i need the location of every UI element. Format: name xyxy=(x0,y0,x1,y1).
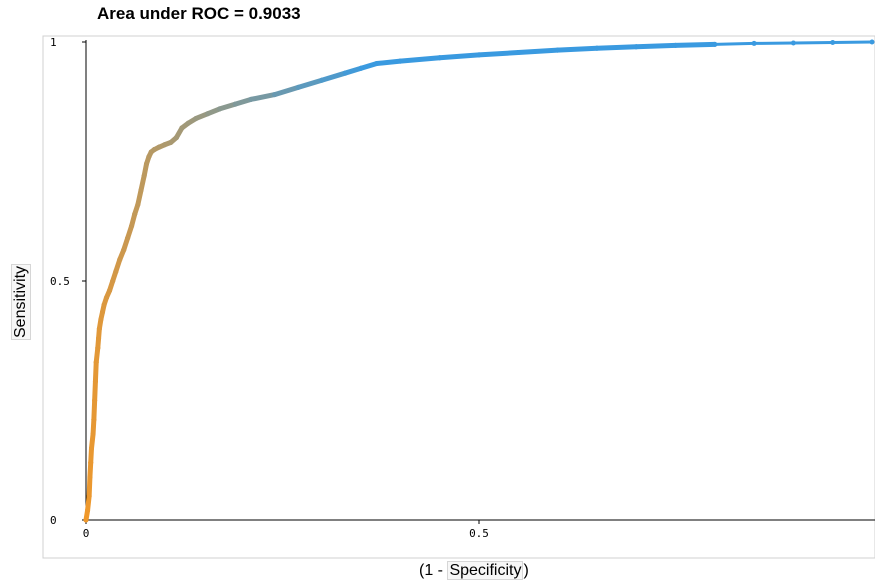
roc-point xyxy=(96,326,102,332)
roc-point xyxy=(129,223,135,229)
roc-point xyxy=(185,120,191,126)
roc-point xyxy=(193,115,199,121)
x-axis-label-prefix: (1 - xyxy=(419,562,448,579)
roc-curve-segment xyxy=(92,359,99,384)
roc-point xyxy=(91,417,97,423)
roc-curve-segment xyxy=(232,96,254,107)
x-tick-label: 0 xyxy=(83,527,90,540)
roc-point xyxy=(673,42,678,48)
roc-point xyxy=(397,58,403,64)
roc-point xyxy=(146,154,152,160)
roc-curve-segment xyxy=(633,42,678,50)
roc-curve-segment xyxy=(673,41,718,48)
roc-point xyxy=(151,147,157,153)
roc-point xyxy=(712,41,718,47)
roc-point xyxy=(86,493,92,499)
roc-curve-segment xyxy=(248,92,278,102)
roc-point xyxy=(232,101,238,107)
roc-point xyxy=(132,211,138,217)
x-axis-label: (1 - Specificity) xyxy=(419,561,529,580)
x-ticks: 0 0.5 xyxy=(83,520,489,540)
roc-point xyxy=(95,345,101,351)
roc-point xyxy=(295,84,301,90)
roc-curve-segment xyxy=(476,50,521,58)
roc-point xyxy=(144,161,150,167)
roc-curve-segment xyxy=(358,61,380,71)
roc-point xyxy=(248,96,254,102)
roc-point xyxy=(121,247,127,253)
roc-curve-segment xyxy=(342,65,364,76)
roc-curve-segment xyxy=(295,77,325,90)
roc-curve-segment xyxy=(713,41,756,46)
roc-point xyxy=(89,445,94,451)
roc-point xyxy=(135,202,141,208)
roc-point xyxy=(173,135,179,141)
roc-point xyxy=(555,47,561,53)
chart-title: Area under ROC = 0.9033 xyxy=(97,4,301,23)
x-axis-label-suffix: ) xyxy=(523,562,529,579)
roc-point xyxy=(87,474,93,480)
roc-point xyxy=(92,398,98,403)
roc-point xyxy=(179,125,185,131)
roc-point xyxy=(830,39,836,45)
roc-curve-segment xyxy=(397,55,443,64)
roc-curve-segment xyxy=(555,45,600,53)
roc-point xyxy=(205,111,211,117)
roc-curve-segment xyxy=(515,47,561,56)
roc-point xyxy=(272,92,278,98)
roc-curve-segment xyxy=(319,70,348,83)
roc-curve-segment xyxy=(374,58,403,67)
roc-curve xyxy=(83,39,875,523)
roc-point xyxy=(103,295,109,301)
roc-point xyxy=(85,507,91,513)
roc-curve-segment xyxy=(92,378,98,403)
roc-point xyxy=(515,50,521,56)
roc-point xyxy=(437,55,443,61)
roc-point xyxy=(162,142,168,148)
roc-point xyxy=(96,335,102,341)
roc-point xyxy=(751,40,757,46)
roc-point xyxy=(476,52,482,58)
roc-curve-segment xyxy=(594,44,639,51)
roc-point xyxy=(156,144,162,150)
y-tick-label: 0.5 xyxy=(50,275,70,288)
roc-point xyxy=(869,39,875,45)
roc-point xyxy=(138,187,144,193)
roc-point xyxy=(101,302,107,308)
roc-point xyxy=(141,173,147,179)
plot-frame xyxy=(42,35,875,559)
x-axis-label-word: Specificity xyxy=(447,561,524,580)
roc-point xyxy=(117,256,123,262)
roc-curve-segment xyxy=(217,101,238,112)
roc-point xyxy=(107,288,113,294)
x-tick-label: 0.5 xyxy=(469,527,489,540)
roc-point xyxy=(110,278,116,284)
roc-point xyxy=(83,517,89,523)
roc-point xyxy=(88,460,94,466)
roc-point xyxy=(100,309,106,315)
y-tick-label: 0 xyxy=(50,514,57,527)
roc-curve-segment xyxy=(437,52,482,61)
roc-curve-segment xyxy=(272,84,301,98)
roc-point xyxy=(113,268,119,274)
roc-point xyxy=(93,359,99,365)
roc-point xyxy=(633,44,639,50)
roc-point xyxy=(790,40,796,46)
roc-point xyxy=(92,378,98,384)
roc-point xyxy=(358,65,364,71)
roc-curve-segment xyxy=(86,474,93,499)
roc-point xyxy=(319,77,325,83)
roc-curve-segment xyxy=(91,398,98,423)
roc-point xyxy=(168,139,174,145)
roc-point xyxy=(98,316,104,322)
roc-point xyxy=(374,61,380,67)
roc-point xyxy=(217,106,223,112)
roc-point xyxy=(125,235,131,241)
roc-point xyxy=(90,431,96,437)
roc-point xyxy=(342,70,348,76)
y-ticks: 00.51 xyxy=(50,36,86,527)
roc-point xyxy=(594,45,600,51)
y-tick-label: 1 xyxy=(50,36,57,49)
